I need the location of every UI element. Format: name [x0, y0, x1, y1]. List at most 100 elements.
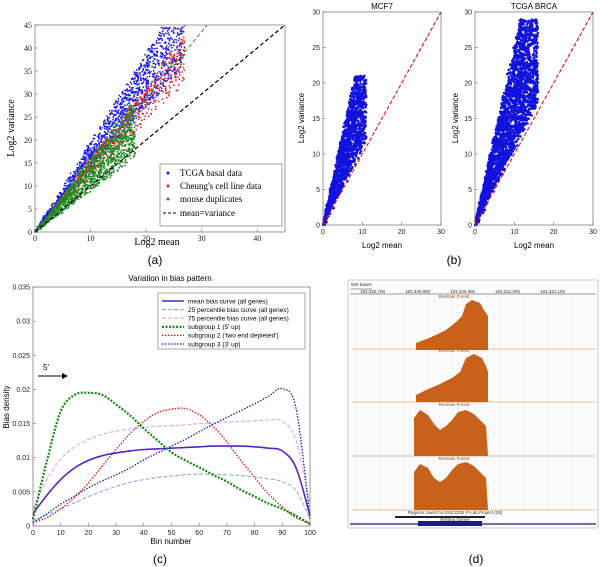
- tcga-point: [156, 47, 158, 50]
- cheung-point: [173, 66, 176, 68]
- tcga-point: [167, 74, 170, 77]
- cheung-point: [165, 89, 167, 92]
- tcga-point: [119, 102, 122, 105]
- tcga-point: [99, 126, 102, 128]
- tcga-point: [162, 57, 165, 59]
- mouse-point: [111, 137, 114, 139]
- cheung-point: [164, 77, 167, 80]
- mouse-point: [94, 168, 97, 170]
- mouse-point: [117, 155, 119, 158]
- mouse-point: [89, 181, 91, 184]
- panel-b-point: [338, 178, 342, 181]
- cheung-point: [153, 79, 156, 81]
- mouse-point: [102, 159, 105, 161]
- tcga-point: [90, 149, 93, 152]
- panel-b-point: [349, 169, 352, 173]
- panel-a-y-tick-label: 40: [24, 44, 32, 53]
- mouse-point: [81, 169, 84, 171]
- mouse-point: [72, 180, 75, 183]
- tcga-point: [118, 125, 121, 127]
- tcga-point: [63, 182, 66, 185]
- cheung-point: [170, 54, 172, 57]
- tcga-point: [133, 82, 136, 85]
- tcga-point: [146, 83, 148, 86]
- tcga-point: [98, 136, 101, 139]
- mouse-point: [89, 190, 92, 193]
- mouse-point: [103, 175, 106, 178]
- panel-b-point: [341, 135, 345, 138]
- tcga-point: [127, 93, 130, 96]
- tcga-point: [134, 72, 137, 75]
- mouse-point: [83, 182, 86, 185]
- mouse-point: [98, 157, 101, 159]
- tcga-point: [157, 38, 160, 41]
- mouse-point: [80, 190, 83, 193]
- mouse-point: [67, 193, 70, 196]
- mouse-point: [109, 150, 112, 152]
- tcga-point: [132, 78, 135, 81]
- panel-b-point: [362, 97, 365, 101]
- mouse-point: [59, 207, 62, 210]
- tcga-point: [117, 109, 120, 112]
- legend-mouse-marker: [166, 197, 170, 201]
- mouse-point: [67, 198, 70, 201]
- panel-b-point: [357, 75, 361, 78]
- cheung-point: [176, 89, 179, 92]
- tcga-point: [136, 74, 139, 76]
- mouse-point: [117, 148, 120, 151]
- panel-b-point: [354, 95, 358, 98]
- mouse-point: [125, 126, 127, 128]
- panel-b-point: [334, 174, 338, 178]
- tcga-point: [114, 107, 117, 110]
- tcga-point: [150, 82, 153, 85]
- tcga-point: [173, 41, 175, 44]
- panel-b-point: [345, 148, 348, 151]
- panel-b-point: [341, 142, 345, 146]
- tcga-point: [148, 64, 151, 66]
- cheung-point: [153, 85, 156, 88]
- cheung-point: [141, 97, 144, 100]
- tcga-point: [121, 90, 124, 93]
- mouse-point: [75, 190, 78, 193]
- mouse-point: [96, 175, 98, 178]
- mouse-point: [54, 209, 56, 212]
- mouse-point: [133, 142, 136, 145]
- mouse-point: [124, 164, 126, 167]
- cheung-point: [150, 93, 153, 96]
- legend-cheung-label: Cheung's cell line data: [180, 181, 261, 191]
- tcga-point: [151, 65, 154, 68]
- cheung-point: [154, 76, 157, 79]
- panel-a-y-tick-label: 25: [24, 113, 32, 122]
- mouse-point: [93, 177, 96, 180]
- panel-a-y-tick-label: 30: [24, 90, 32, 99]
- tcga-point: [160, 82, 162, 85]
- tcga-point: [179, 54, 182, 57]
- cheung-point: [170, 58, 172, 61]
- tcga-point: [155, 40, 158, 42]
- mouse-point: [89, 175, 92, 178]
- panel-a-xlabel: Log2 mean: [134, 237, 179, 248]
- panel-b-point: [335, 182, 338, 185]
- cheung-point: [169, 81, 172, 84]
- panel-b-point: [364, 136, 368, 140]
- legend-tcga-marker: [166, 171, 170, 175]
- tcga-point: [151, 75, 154, 78]
- tcga-point: [139, 76, 142, 79]
- mouse-point: [72, 195, 74, 197]
- panel-b-point: [358, 109, 361, 113]
- tcga-point: [180, 45, 183, 48]
- panel-b-point: [357, 144, 360, 147]
- tcga-point: [137, 113, 140, 116]
- tcga-point: [52, 202, 55, 205]
- mouse-point: [125, 138, 128, 141]
- tcga-point: [154, 63, 157, 66]
- cheung-point: [166, 92, 169, 94]
- tcga-point: [168, 34, 171, 36]
- panel-b-point: [344, 139, 347, 142]
- mouse-point: [62, 204, 64, 207]
- tcga-point: [59, 192, 62, 195]
- mouse-point: [79, 180, 81, 183]
- mouse-point: [132, 115, 135, 118]
- panel-b-tcga-points: [474, 18, 540, 227]
